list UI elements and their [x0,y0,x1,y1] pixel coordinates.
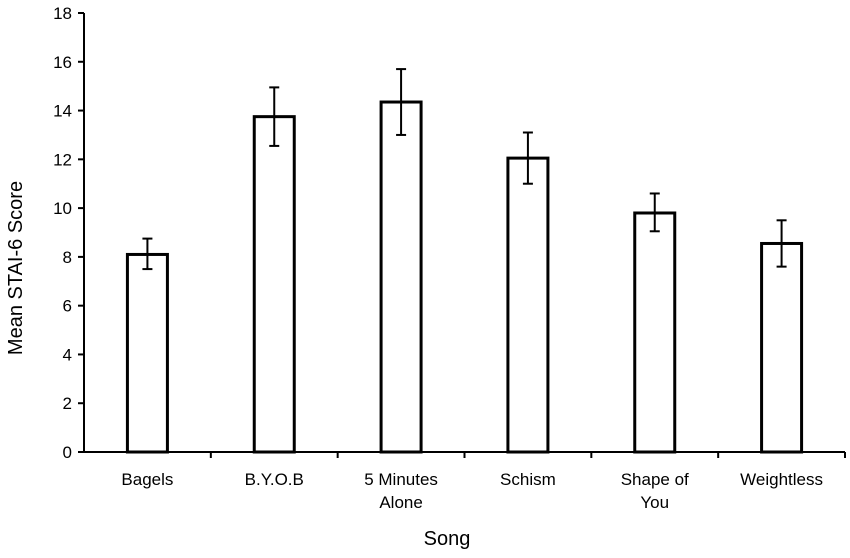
y-tick-label: 18 [53,4,72,23]
x-category-label: 5 Minutes [364,470,438,489]
y-tick-label: 8 [63,248,72,267]
y-tick-label: 0 [63,443,72,462]
bars [125,100,804,454]
error-bars [142,68,787,271]
error-bar [396,68,407,136]
y-tick-label: 6 [63,297,72,316]
x-category-label: B.Y.O.B [245,470,304,489]
y-tick-label: 10 [53,199,72,218]
error-bar [142,237,153,271]
axes [83,13,845,453]
y-tick-label: 12 [53,150,72,169]
x-category-label: Alone [379,493,422,512]
error-bar [649,192,660,233]
y-tick-label: 14 [53,102,72,121]
error-bar [522,131,533,185]
bar [760,241,804,454]
y-tick-label: 16 [53,53,72,72]
bar [633,211,677,454]
x-category-label: Shape of [621,470,689,489]
error-bar [776,219,787,268]
bar [506,156,550,454]
x-axis-labels: Bagels B.Y.O.B 5 Minutes Alone Schism Shape o… [121,452,846,512]
bar [252,115,296,454]
error-bar [269,86,280,147]
y-axis-ticks: 0 2 4 6 8 10 12 14 16 18 [53,4,84,462]
x-category-label: Bagels [121,470,173,489]
y-tick-label: 2 [63,394,72,413]
x-category-label: You [640,493,669,512]
x-category-label: Schism [500,470,556,489]
x-axis-title: Song [424,528,471,550]
bar [125,252,169,454]
x-category-label: Weightless [740,470,823,489]
bar [379,100,423,454]
y-axis-title: Mean STAI-6 Score [5,181,27,355]
y-tick-label: 4 [63,345,72,364]
